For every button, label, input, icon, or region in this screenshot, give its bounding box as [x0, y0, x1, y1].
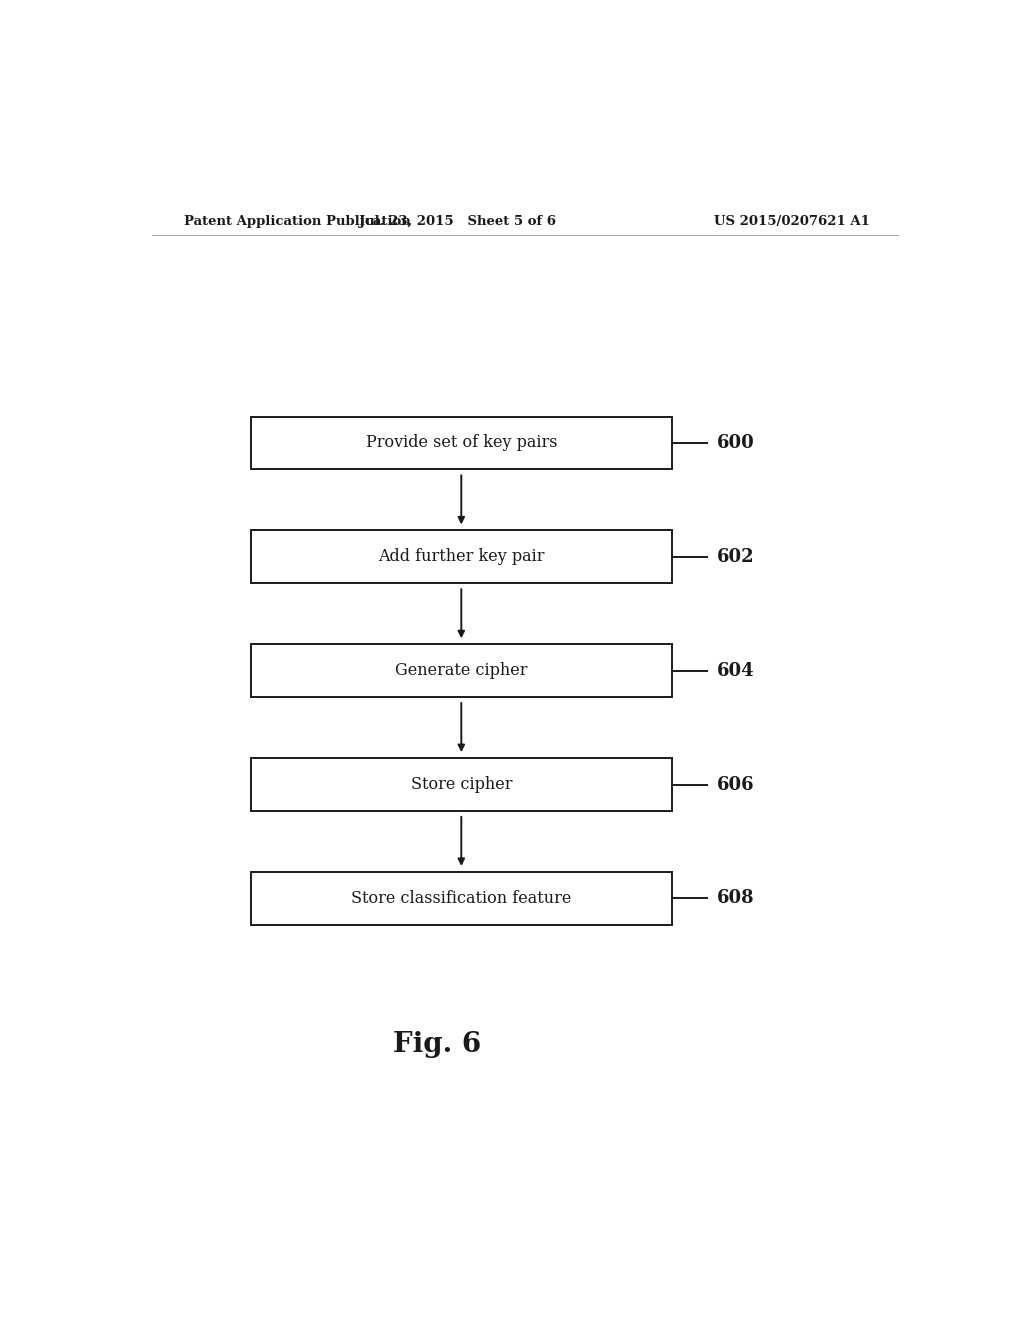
Bar [251, 417, 672, 470]
Text: Generate cipher: Generate cipher [395, 663, 527, 680]
Text: Store cipher: Store cipher [411, 776, 512, 793]
Text: Jul. 23, 2015   Sheet 5 of 6: Jul. 23, 2015 Sheet 5 of 6 [358, 215, 556, 228]
Bar [251, 644, 672, 697]
Text: Patent Application Publication: Patent Application Publication [183, 215, 411, 228]
Text: Store classification feature: Store classification feature [351, 890, 571, 907]
Text: Provide set of key pairs: Provide set of key pairs [366, 434, 557, 451]
Text: 606: 606 [717, 776, 755, 793]
Bar [251, 873, 672, 925]
Text: US 2015/0207621 A1: US 2015/0207621 A1 [714, 215, 870, 228]
Text: Fig. 6: Fig. 6 [393, 1031, 481, 1059]
Text: 608: 608 [717, 890, 755, 907]
Text: 602: 602 [717, 548, 755, 566]
Text: Add further key pair: Add further key pair [378, 548, 545, 565]
Text: 604: 604 [717, 661, 755, 680]
Text: 600: 600 [717, 434, 755, 451]
Bar [251, 531, 672, 583]
Bar [251, 758, 672, 810]
